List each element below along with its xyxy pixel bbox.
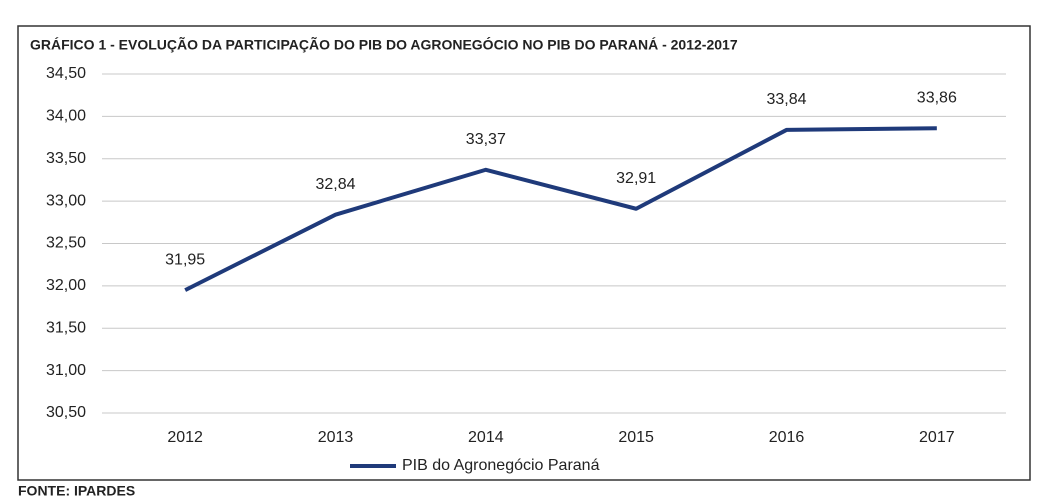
chart-frame	[17, 25, 1031, 481]
series-line	[184, 126, 937, 292]
data-label: 33,37	[466, 131, 506, 148]
x-tick-label: 2015	[618, 429, 654, 446]
chart-title: GRÁFICO 1 - EVOLUÇÃO DA PARTICIPAÇÃO DO …	[30, 36, 738, 53]
y-tick-label: 33,50	[46, 150, 86, 167]
x-tick-label: 2014	[468, 429, 504, 446]
y-tick-label: 34,50	[46, 65, 86, 82]
data-label: 32,84	[315, 176, 355, 193]
y-tick-label: 32,50	[46, 235, 86, 252]
x-tick-label: 2016	[769, 429, 805, 446]
x-tick-label: 2012	[167, 429, 203, 446]
y-tick-label: 34,00	[46, 108, 86, 125]
data-label: 31,95	[165, 251, 205, 268]
y-tick-label: 30,50	[46, 404, 86, 421]
y-tick-label: 33,00	[46, 192, 86, 209]
y-tick-label: 31,00	[46, 362, 86, 379]
data-label: 33,86	[917, 89, 957, 106]
data-label: 33,84	[766, 91, 806, 108]
x-tick-label: 2017	[919, 429, 955, 446]
y-tick-label: 31,50	[46, 319, 86, 336]
source: FONTE: IPARDES	[18, 483, 135, 499]
legend-label: PIB do Agronegócio Paraná	[402, 457, 600, 474]
y-tick-label: 32,00	[46, 277, 86, 294]
x-tick-label: 2013	[318, 429, 354, 446]
data-label: 32,91	[616, 170, 656, 187]
